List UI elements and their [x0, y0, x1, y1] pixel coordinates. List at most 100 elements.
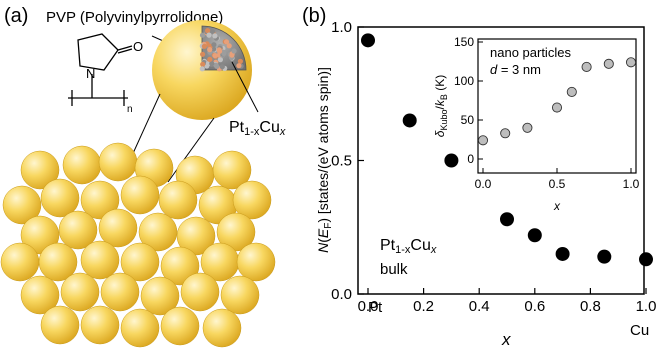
molecule-oxygen: O: [133, 39, 143, 54]
nanoparticle-ball: [120, 308, 160, 348]
nanoparticle-ball: [160, 306, 200, 346]
core-atom: [209, 60, 215, 67]
inset-data-point: [551, 102, 563, 113]
core-atom: [201, 43, 207, 49]
core-atom: [200, 51, 206, 57]
inset-data-point: [477, 135, 489, 146]
nanoparticle-ball: [202, 308, 242, 348]
inset-data-point: [581, 61, 592, 73]
main-axis-ticks: 0.0 0.2 0.4 0.6 0.8 1.0 0.0 0.5 1.0: [331, 19, 656, 315]
core-atom: [211, 42, 217, 48]
main-data-point: [444, 153, 459, 168]
main-x-axis-label: x: [501, 330, 511, 349]
inset-y-axis-label: δKubo/kB (K): [433, 75, 449, 137]
bulk-label: bulk: [380, 261, 408, 278]
x-end-label-pt: Pt: [368, 299, 383, 316]
nanoparticle-ball: [80, 180, 120, 220]
core-atom: [219, 64, 225, 70]
main-x-tick-label: 0.4: [469, 298, 490, 315]
main-data-point: [555, 246, 570, 261]
nanoparticle-ball: [98, 142, 138, 182]
core-atom: [236, 63, 242, 69]
main-y-axis-label: N(EF) [states/(eV atoms spin)]: [315, 67, 334, 253]
panel-a-label: (a): [4, 5, 28, 27]
inset-y-tick-label: 50: [461, 113, 475, 127]
nanoparticle-ball: [80, 240, 120, 280]
inset-data-point: [625, 57, 637, 68]
core-atom: [207, 56, 213, 63]
inset-axis-ticks: 0.0 0.5 1.0 0 50 100 150: [454, 35, 640, 191]
inset-annotation-line1: nano particles: [490, 45, 571, 60]
nanoparticle-ball: [180, 272, 220, 312]
panel-b-label: (b): [302, 5, 326, 27]
core-atom: [205, 28, 211, 34]
nanoparticle-ball: [120, 175, 160, 215]
core-atom: [206, 32, 212, 38]
pvp-label: PVP (Polyvinylpyrrolidone): [46, 9, 223, 26]
main-data-point: [597, 249, 612, 264]
molecule-n: n: [127, 104, 133, 115]
nanoparticle-label: Pt1-xCux: [229, 119, 286, 138]
core-atom: [229, 52, 235, 58]
main-x-tick-label: 0.8: [580, 298, 601, 315]
main-y-tick-label: 0.0: [331, 286, 352, 303]
nanoparticle-ball: [100, 272, 140, 312]
nanoparticle-ball: [20, 275, 60, 315]
pvp-molecule: [68, 33, 133, 106]
inset-annotation-line2: d = 3 nm: [490, 62, 541, 77]
nanoparticle-ball: [158, 180, 198, 220]
core-atom: [199, 66, 205, 72]
nanoparticle-ball: [216, 212, 256, 252]
core-atom: [217, 48, 223, 54]
nanoparticle-ball: [220, 275, 260, 315]
inset-x-tick-label: 1.0: [623, 177, 640, 191]
inset-y-tick-label: 100: [454, 74, 474, 88]
nanoparticle-ball: [38, 242, 78, 282]
core-atom: [212, 33, 218, 39]
nanoparticle-ball: [20, 150, 60, 190]
nanoparticle: [152, 20, 252, 120]
main-y-tick-label: 1.0: [331, 19, 352, 36]
core-atom: [226, 43, 232, 49]
zoom-line-left: [129, 93, 161, 161]
nanoparticle-ball: [80, 305, 120, 345]
nanoparticle-ball: [138, 212, 178, 252]
nanoparticle-ball: [58, 210, 98, 250]
core-atom: [209, 29, 216, 35]
main-data-point: [361, 33, 375, 48]
core-leader-line: [231, 61, 259, 113]
main-x-tick-label: 1.0: [636, 298, 657, 315]
core-atom: [213, 62, 219, 68]
inset-y-tick-label: 0: [467, 152, 474, 166]
nanoparticle-ball: [40, 178, 80, 218]
nanoparticle-ball: [98, 208, 138, 248]
core-atom: [237, 58, 243, 64]
inset-y-tick-label: 150: [454, 35, 474, 49]
inset-x-tick-label: 0.0: [475, 177, 492, 191]
main-data-point: [500, 212, 514, 227]
nanoparticle-ball: [62, 145, 102, 185]
nanoparticle-ball: [120, 242, 160, 282]
molecule-nitrogen: N: [86, 66, 95, 81]
nanoparticle-ball: [2, 185, 42, 225]
core-atom: [221, 50, 227, 57]
nanoparticle-ball: [176, 216, 216, 256]
inset-series: [477, 57, 637, 146]
nanoparticle-ball: [212, 150, 252, 190]
nanoparticle-ball: [40, 305, 80, 345]
inset-data-point: [500, 128, 511, 139]
nanoparticle-ball: [236, 242, 276, 282]
main-series: [361, 33, 653, 267]
x-end-label-cu: Cu: [630, 322, 649, 339]
main-x-tick-label: 0.6: [524, 298, 545, 315]
core-atom: [231, 48, 237, 54]
core-atom: [217, 57, 223, 63]
main-x-tick-label: 0.2: [413, 298, 434, 315]
core-atom: [207, 47, 213, 53]
core-atom: [200, 61, 206, 67]
inset-x-tick-label: 0.5: [549, 177, 566, 191]
main-data-point: [639, 252, 653, 267]
nanoparticle-ball: [20, 215, 60, 255]
core-atom: [223, 39, 230, 45]
